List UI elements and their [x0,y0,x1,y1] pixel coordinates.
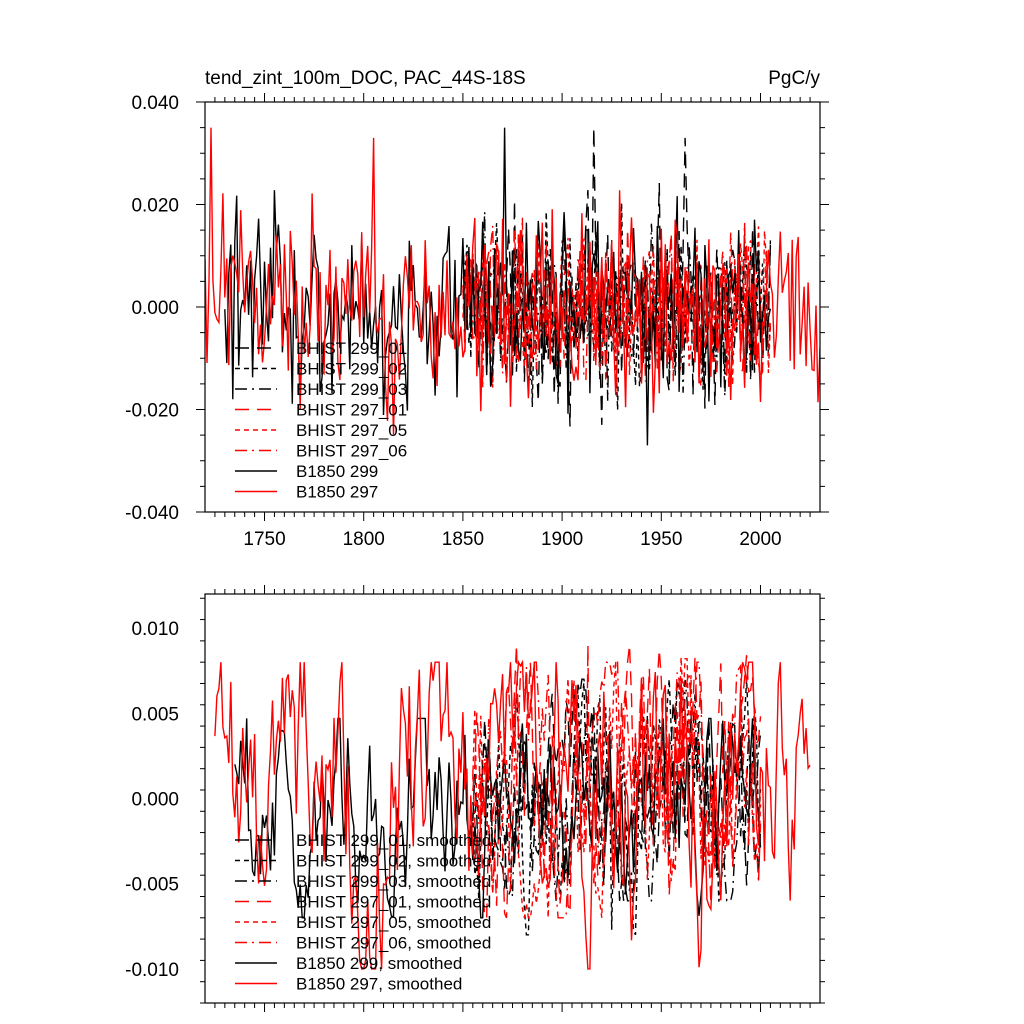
legend-label: BHIST 299_01, smoothed [296,831,491,850]
y-tick-label: 0.010 [131,619,179,640]
y-tick-label: 0.000 [131,790,179,811]
y-tick-label: -0.010 [125,960,179,981]
top-plot-area [205,127,820,446]
y-tick-label: 0.000 [131,298,179,319]
bottom-legend: BHIST 299_01, smoothed BHIST 299_02, smoo… [235,831,491,994]
x-tick-label: 1750 [243,529,285,550]
series-line [462,211,772,405]
y-tick-label: 0.040 [131,93,179,114]
x-tick-label: 1900 [541,529,583,550]
x-tick-label: 1950 [640,529,682,550]
y-tick-label: 0.020 [131,196,179,217]
legend-label: BHIST 299_02, smoothed [296,852,491,871]
series-line [224,127,772,446]
series-line [472,657,762,919]
bottom-plot-area [214,645,811,970]
legend-label: BHIST 299_03, smoothed [296,872,491,891]
legend-label: BHIST 297_05 [296,421,407,440]
x-tick-label: 1850 [442,529,484,550]
y-tick-label: -0.040 [125,503,179,524]
legend-label: BHIST 297_06 [296,442,407,461]
legend-label: BHIST 297_01 [296,401,407,420]
legend-label: BHIST 299_03 [296,380,407,399]
legend-label: B1850 297, smoothed [296,975,462,994]
x-tick-label: 2000 [739,529,781,550]
legend-label: BHIST 299_01 [296,339,407,358]
x-tick-label: 1800 [343,529,385,550]
legend-label: B1850 297 [296,483,378,502]
top-panel: tend_zint_100m_DOC, PAC_44S-18S PgC/y 17… [125,68,829,550]
y-tick-label: -0.020 [125,401,179,422]
bottom-panel: -0.010 -0.005 0.000 0.005 0.010 BHIST 299_01… [125,585,825,1012]
series-line [472,661,762,919]
chart-title: tend_zint_100m_DOC, PAC_44S-18S [205,68,526,89]
y-tick-label: -0.005 [125,875,179,896]
series-line [205,127,820,435]
series-line [462,203,772,410]
legend-label: B1850 299 [296,462,378,481]
legend-label: BHIST 299_02 [296,360,407,379]
bottom-axes: -0.010 -0.005 0.000 0.005 0.010 [125,585,825,1012]
y-tick-label: 0.005 [131,704,179,725]
legend-label: B1850 299, smoothed [296,954,462,973]
legend-label: BHIST 297_01, smoothed [296,893,491,912]
series-line [214,659,811,970]
top-axes: 1750 1800 1850 1900 1950 2000 -0.040 -0.020 0.00… [125,93,829,550]
chart-units: PgC/y [768,68,820,89]
legend-label: BHIST 297_06, smoothed [296,934,491,953]
legend-label: BHIST 297_05, smoothed [296,913,491,932]
